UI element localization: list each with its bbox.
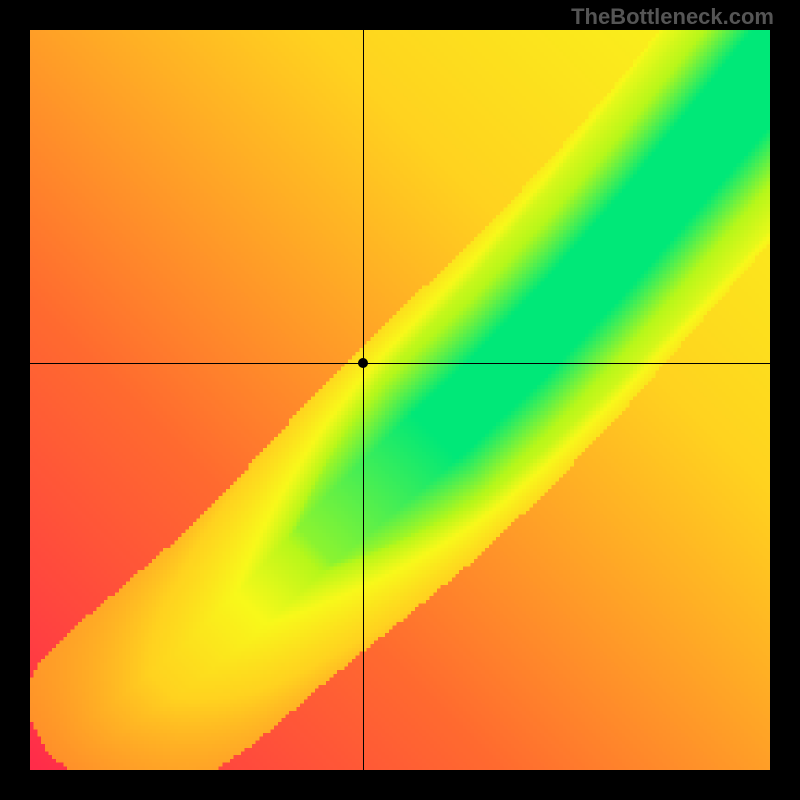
watermark-text: TheBottleneck.com <box>571 4 774 30</box>
crosshair-horizontal <box>30 363 770 364</box>
heatmap-canvas <box>30 30 770 770</box>
marker-dot <box>358 358 368 368</box>
crosshair-vertical <box>363 30 364 770</box>
heatmap-chart <box>30 30 770 770</box>
